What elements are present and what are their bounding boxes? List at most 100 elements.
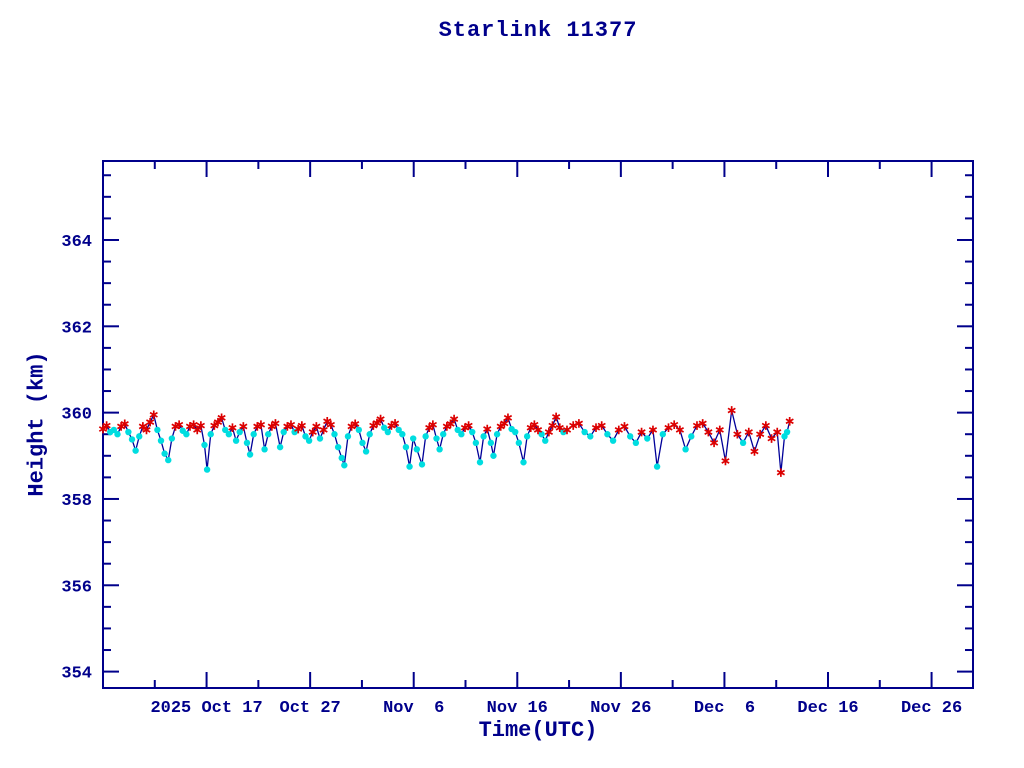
cyan-dot	[132, 447, 139, 454]
cyan-dot	[476, 459, 484, 466]
cyan-dot	[331, 431, 338, 438]
cyan-dot	[487, 439, 495, 447]
cyan-dot	[359, 439, 366, 447]
cyan-dot	[626, 433, 634, 440]
x-tick-label: Nov 26	[590, 699, 651, 718]
red-asterisk	[785, 416, 794, 426]
red-asterisk	[562, 425, 572, 435]
x-ticks: 2025 Oct 17 Oct 27 Nov 6 Nov 16 Nov 26 Dec 6 D…	[150, 161, 962, 718]
cyan-dot	[399, 431, 406, 438]
cyan-dot	[225, 431, 233, 438]
cyan-dot	[515, 439, 523, 447]
chart-title: Starlink 11377	[438, 18, 638, 43]
cyan-dot	[587, 433, 594, 440]
red-asterisk	[98, 424, 108, 434]
red-asterisk	[308, 427, 317, 437]
red-asterisk	[256, 420, 266, 430]
red-asterisk	[698, 419, 707, 428]
x-tick-label: 2025 Oct 17	[150, 699, 262, 718]
red-asterisk	[174, 420, 184, 430]
cyan-dot	[128, 436, 136, 443]
cyan-dot	[413, 446, 421, 453]
cyan-dot	[110, 426, 118, 434]
red-asterisk	[597, 421, 606, 430]
red-asterisk	[149, 410, 158, 420]
red-asterisk	[574, 419, 584, 428]
cyan-dot	[520, 459, 527, 466]
cyan-dot	[302, 433, 309, 440]
red-asterisk	[761, 421, 770, 430]
y-ticks: 354 356 358 360 362 364	[61, 174, 973, 684]
cyan-dot	[659, 431, 667, 438]
cyan-dot	[469, 428, 476, 436]
red-asterisk	[756, 429, 765, 439]
height-series	[98, 406, 794, 477]
cyan-dot	[493, 431, 501, 438]
red-asterisk	[449, 414, 459, 424]
red-asterisk	[483, 424, 492, 434]
cyan-dot	[243, 439, 251, 447]
cyan-dot	[440, 431, 447, 438]
cyan-dot	[783, 428, 791, 436]
y-axis-title: Height (km)	[24, 351, 50, 497]
cyan-dot	[136, 433, 143, 440]
cyan-dot	[433, 435, 440, 442]
red-asterisk	[217, 413, 226, 423]
cyan-dot	[114, 431, 121, 438]
cyan-dot	[380, 424, 388, 431]
x-tick-label: Nov 16	[487, 699, 548, 718]
y-tick-label: 362	[61, 319, 92, 338]
cyan-dot	[609, 437, 617, 444]
x-tick-label: Dec 16	[797, 699, 858, 718]
red-asterisk	[372, 418, 382, 428]
cyan-dot	[490, 452, 497, 459]
cyan-dot	[168, 435, 176, 442]
red-asterisk	[715, 425, 724, 435]
red-asterisk	[319, 425, 328, 435]
red-asterisk	[428, 420, 438, 430]
cyan-dot	[161, 450, 168, 457]
cyan-dot	[409, 435, 417, 442]
cyan-dot	[201, 441, 208, 449]
cyan-dot	[203, 466, 211, 473]
red-asterisk	[294, 424, 303, 434]
red-asterisk	[145, 417, 155, 427]
cyan-dot	[581, 428, 588, 436]
cyan-dot	[653, 463, 661, 470]
red-asterisk	[326, 420, 335, 430]
cyan-dot	[480, 433, 487, 440]
cyan-dot	[344, 433, 352, 440]
axis-box	[102, 160, 974, 689]
red-asterisk	[464, 421, 473, 430]
x-tick-label: Dec 26	[901, 699, 962, 718]
x-axis-title: Time(UTC)	[478, 718, 598, 743]
red-asterisk	[390, 419, 400, 428]
red-asterisk	[721, 456, 730, 466]
series-line	[102, 410, 791, 473]
cyan-dot	[682, 446, 689, 453]
cyan-dot	[362, 448, 370, 455]
y-tick-label: 358	[61, 492, 92, 511]
cyan-dot	[512, 428, 519, 436]
red-asterisk	[351, 419, 360, 429]
red-asterisk	[620, 422, 629, 431]
cyan-dot	[276, 443, 284, 451]
cyan-dot	[264, 431, 272, 438]
cyan-dot-markers	[107, 424, 791, 473]
red-asterisk	[555, 423, 564, 433]
x-tick-label: Oct 27	[280, 699, 341, 718]
cyan-dot	[154, 426, 161, 434]
red-asterisk	[189, 420, 198, 430]
red-asterisk	[239, 422, 248, 431]
red-asterisk	[704, 427, 713, 437]
red-asterisk	[120, 419, 129, 429]
cyan-dot	[125, 428, 132, 436]
cyan-dot	[183, 431, 190, 438]
cyan-dot	[688, 433, 695, 440]
cyan-dot	[538, 431, 545, 438]
cyan-dot	[366, 431, 373, 438]
red-asterisk	[727, 406, 736, 415]
red-asterisk	[210, 421, 219, 430]
red-asterisk	[228, 423, 237, 433]
